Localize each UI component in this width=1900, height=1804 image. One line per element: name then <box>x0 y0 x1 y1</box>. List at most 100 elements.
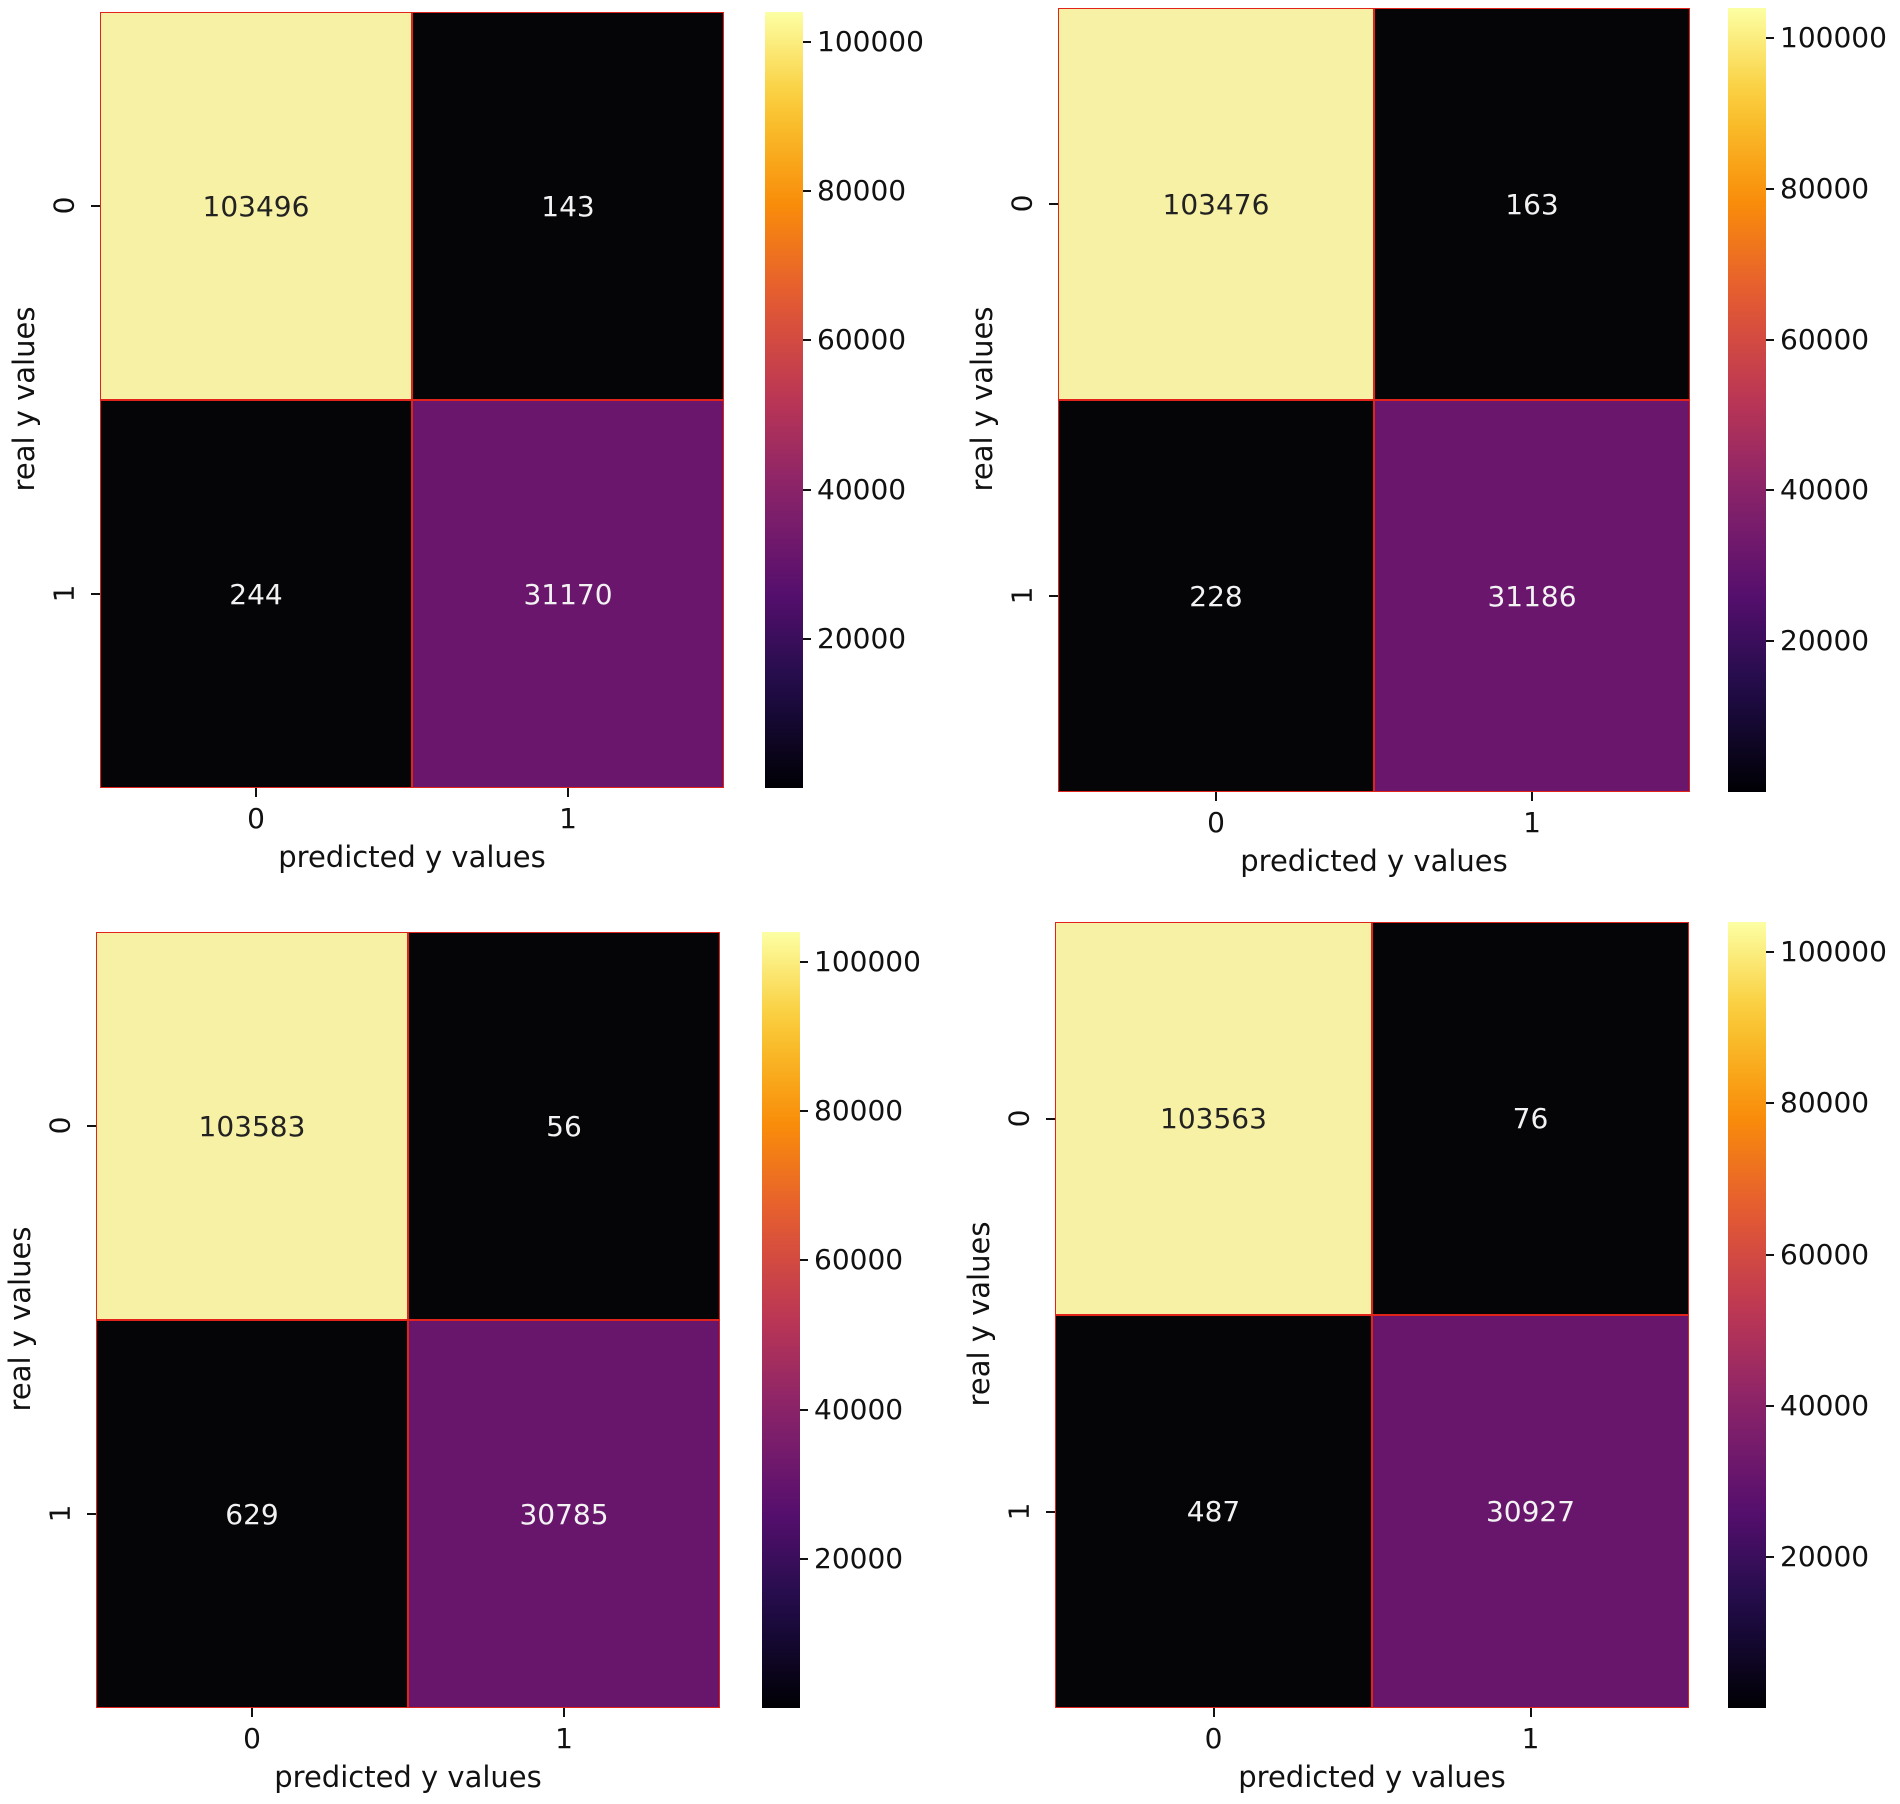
x-tick-mark <box>1215 792 1217 801</box>
colorbar-tick-mark <box>803 637 811 640</box>
colorbar-tick-mark <box>800 1557 808 1560</box>
x-tick-mark <box>1531 792 1533 801</box>
cell-value-label: 103476 <box>1162 187 1270 221</box>
heatmap-cell: 30927 <box>1372 1315 1689 1708</box>
colorbar-tick-label: 40000 <box>817 472 907 506</box>
colorbar <box>1728 8 1766 792</box>
x-axis-label: predicted y values <box>278 840 546 874</box>
y-axis-label: real y values <box>965 306 999 492</box>
heatmap-cell: 103496 <box>100 12 412 400</box>
x-tick-mark <box>255 788 257 797</box>
y-tick-label: 1 <box>47 584 81 603</box>
colorbar-tick-label: 20000 <box>817 621 907 655</box>
y-tick-label: 1 <box>1002 1502 1036 1520</box>
x-tick-mark <box>567 788 569 797</box>
heatmap-cell: 76 <box>1372 922 1689 1315</box>
colorbar-tick-mark <box>1766 951 1774 954</box>
colorbar-tick-mark <box>1766 640 1774 643</box>
colorbar-tick-mark <box>1766 1555 1774 1558</box>
heatmap-cell: 103583 <box>96 932 408 1320</box>
y-tick-label: 0 <box>43 1116 77 1135</box>
cell-value-label: 228 <box>1189 579 1243 613</box>
y-tick-label: 0 <box>1005 194 1039 213</box>
colorbar-tick-label: 60000 <box>814 1243 904 1277</box>
colorbar-tick-label: 100000 <box>1780 21 1887 55</box>
x-tick-label: 1 <box>555 1722 573 1755</box>
x-tick-label: 0 <box>1204 1722 1223 1755</box>
colorbar-tick-mark <box>1766 1253 1774 1256</box>
x-axis-label: predicted y values <box>1240 844 1508 878</box>
heatmap-cell: 56 <box>408 932 720 1320</box>
colorbar-tick-label: 80000 <box>817 174 907 208</box>
heatmap-cell: 103476 <box>1058 8 1374 400</box>
colorbar-tick-mark <box>1766 1404 1774 1407</box>
heatmap-cell: 30785 <box>408 1320 720 1708</box>
y-tick-mark <box>1046 1117 1055 1120</box>
x-tick-label: 0 <box>243 1722 261 1755</box>
y-tick-label: 1 <box>43 1504 77 1523</box>
heatmap-cell: 629 <box>96 1320 408 1708</box>
colorbar-tick-mark <box>1766 489 1774 492</box>
colorbar-tick-label: 20000 <box>1780 624 1870 658</box>
y-tick-mark <box>1049 203 1058 205</box>
cell-value-label: 31170 <box>523 577 613 611</box>
colorbar-tick-mark <box>800 960 808 963</box>
y-axis-label: real y values <box>3 1226 37 1412</box>
heatmap-cell: 244 <box>100 400 412 788</box>
x-tick-mark <box>251 1708 253 1717</box>
heatmap-cell: 487 <box>1055 1315 1372 1708</box>
colorbar-tick-label: 40000 <box>1780 473 1870 507</box>
x-tick-mark <box>1212 1708 1215 1717</box>
heatmap-cell: 163 <box>1374 8 1690 400</box>
colorbar-tick-mark <box>1766 338 1774 341</box>
colorbar <box>762 932 800 1708</box>
colorbar-tick-label: 100000 <box>1780 935 1887 969</box>
colorbar-tick-mark <box>803 488 811 491</box>
cell-value-label: 244 <box>229 577 283 611</box>
x-tick-label: 1 <box>1523 806 1541 839</box>
colorbar-tick-label: 60000 <box>817 323 907 357</box>
colorbar-tick-mark <box>803 190 811 193</box>
x-tick-mark <box>1529 1708 1532 1717</box>
x-axis-label: predicted y values <box>1238 1760 1506 1794</box>
colorbar-tick-mark <box>800 1110 808 1113</box>
y-tick-mark <box>91 593 100 595</box>
colorbar-tick-mark <box>800 1408 808 1411</box>
y-tick-label: 0 <box>47 196 81 215</box>
colorbar-tick-label: 40000 <box>1780 1388 1870 1422</box>
colorbar-tick-label: 80000 <box>814 1094 904 1128</box>
cell-value-label: 30785 <box>519 1497 609 1531</box>
y-tick-mark <box>1046 1510 1055 1513</box>
cell-value-label: 103563 <box>1160 1102 1267 1135</box>
heatmap-cell: 228 <box>1058 400 1374 792</box>
cell-value-label: 143 <box>541 189 595 223</box>
y-tick-label: 0 <box>1002 1109 1036 1127</box>
cell-value-label: 487 <box>1186 1495 1241 1528</box>
heatmap-cell: 31170 <box>412 400 724 788</box>
cell-value-label: 30927 <box>1485 1495 1576 1528</box>
colorbar-tick-label: 60000 <box>1780 322 1870 356</box>
colorbar-tick-mark <box>800 1259 808 1262</box>
y-axis-label: real y values <box>7 306 41 492</box>
x-tick-label: 0 <box>247 802 265 835</box>
x-tick-mark <box>563 1708 565 1717</box>
cell-value-label: 103583 <box>198 1109 306 1143</box>
colorbar <box>765 12 803 788</box>
y-tick-mark <box>87 1125 96 1127</box>
y-tick-mark <box>1049 595 1058 597</box>
x-tick-label: 1 <box>559 802 577 835</box>
colorbar <box>1728 922 1766 1708</box>
colorbar-tick-mark <box>803 339 811 342</box>
cell-value-label: 103496 <box>202 189 310 223</box>
colorbar-tick-label: 100000 <box>817 24 924 58</box>
colorbar-tick-mark <box>1766 187 1774 190</box>
cell-value-label: 56 <box>546 1109 582 1143</box>
colorbar-tick-label: 40000 <box>814 1392 904 1426</box>
colorbar-tick-label: 80000 <box>1780 1086 1870 1120</box>
colorbar-tick-label: 80000 <box>1780 171 1870 205</box>
colorbar-tick-mark <box>1766 1102 1774 1105</box>
y-tick-label: 1 <box>1005 586 1039 605</box>
x-tick-label: 0 <box>1207 806 1225 839</box>
colorbar-tick-label: 60000 <box>1780 1237 1870 1271</box>
heatmap-cell: 143 <box>412 12 724 400</box>
